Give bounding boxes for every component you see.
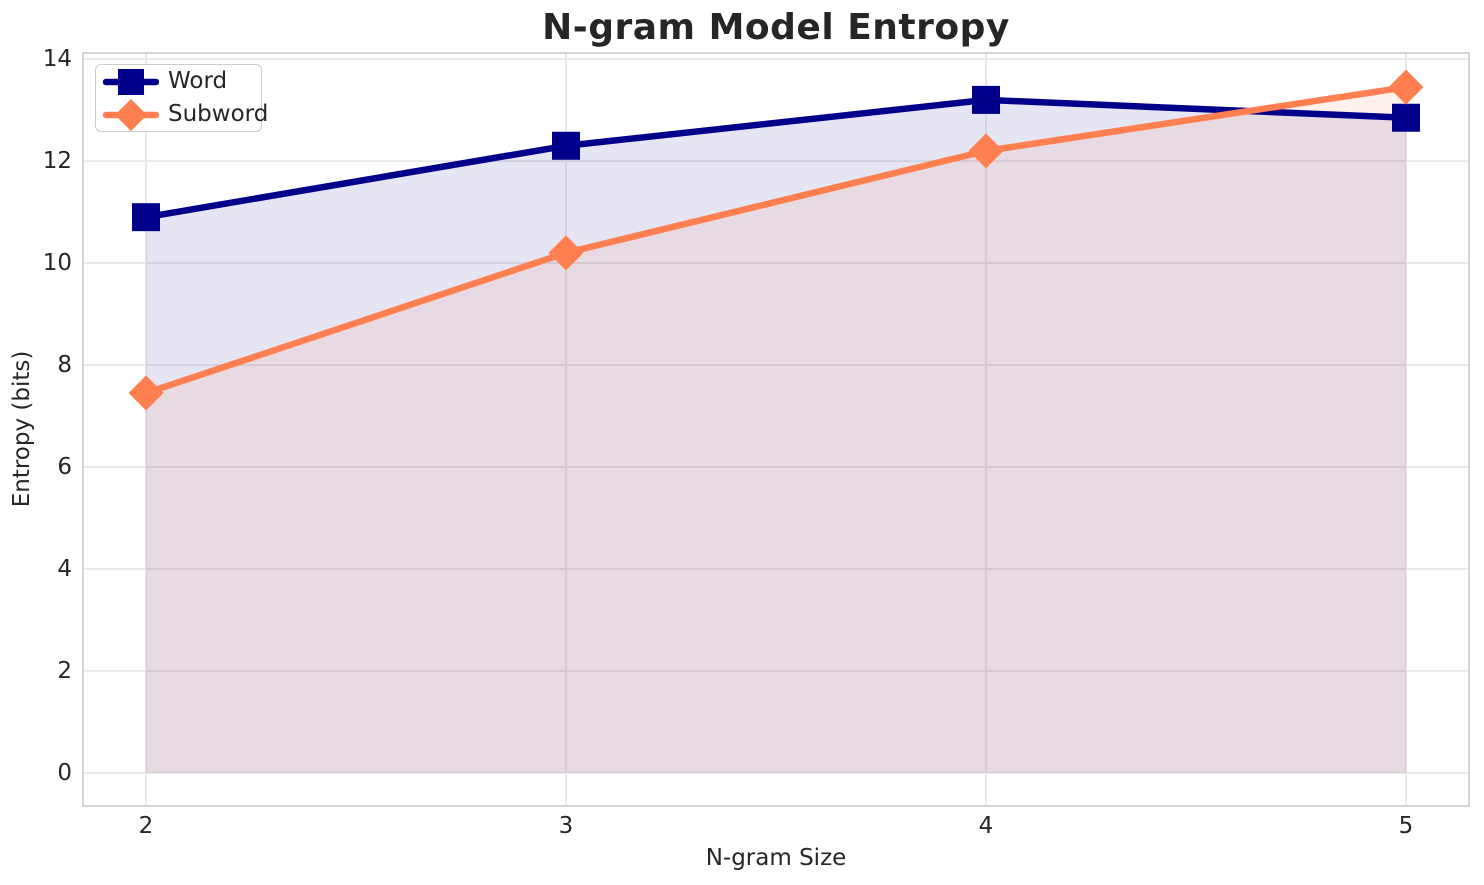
chart-title: N-gram Model Entropy xyxy=(542,7,1010,48)
y-tick-label: 14 xyxy=(42,46,72,73)
y-tick-label: 12 xyxy=(42,148,72,175)
y-tick-label: 2 xyxy=(57,657,72,684)
word-area-fill xyxy=(146,99,1406,773)
y-tick-label: 6 xyxy=(57,453,72,480)
word-line-marker-icon xyxy=(103,68,159,95)
subword-marker-diamond xyxy=(128,375,164,411)
subword-marker-diamond xyxy=(968,133,1004,169)
subword-marker-diamond xyxy=(548,235,584,271)
word-marker-square xyxy=(552,131,580,160)
legend-label-word: Word xyxy=(168,68,228,94)
subword-area-fill xyxy=(146,87,1406,773)
legend-label-subword: Subword xyxy=(168,101,269,127)
axes-spines xyxy=(82,52,1470,807)
x-axis-label: N-gram Size xyxy=(705,845,847,871)
word-marker-square xyxy=(1392,103,1420,132)
subword-marker-diamond xyxy=(1388,69,1424,105)
x-tick-label: 4 xyxy=(978,813,994,839)
legend-item-subword: Subword xyxy=(103,98,268,131)
y-tick-label: 10 xyxy=(42,250,72,277)
y-tick-label: 0 xyxy=(57,759,72,786)
word-line xyxy=(142,96,1410,221)
legend: Word Subword xyxy=(95,64,268,132)
y-tick-label: 8 xyxy=(57,352,72,378)
x-tick-label: 2 xyxy=(138,813,154,839)
word-marker-square xyxy=(132,203,160,232)
x-tick-label: 3 xyxy=(558,813,574,839)
x-tick-label: 5 xyxy=(1398,813,1414,839)
subword-line xyxy=(142,83,1410,397)
y-tick-label: 4 xyxy=(57,555,72,582)
word-marker-square xyxy=(972,85,1000,114)
subword-line-marker-icon xyxy=(103,98,159,131)
legend-item-word: Word xyxy=(103,65,261,98)
